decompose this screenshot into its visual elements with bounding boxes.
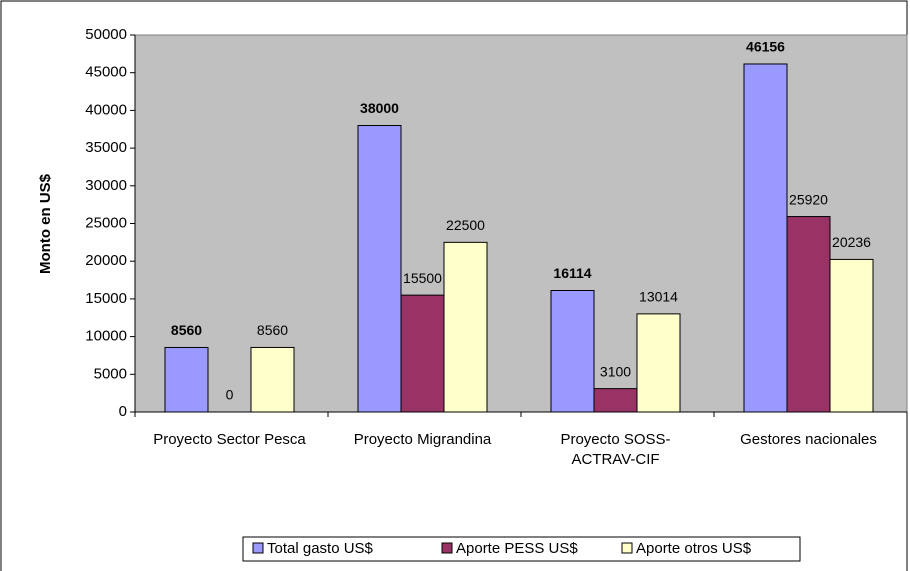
legend-swatch bbox=[441, 542, 453, 554]
bar bbox=[743, 63, 788, 413]
y-tick-label: 30000 bbox=[85, 177, 127, 194]
data-label: 8560 bbox=[257, 322, 288, 338]
bar bbox=[550, 290, 595, 413]
bar bbox=[786, 216, 831, 413]
data-label: 8560 bbox=[171, 322, 202, 338]
bar bbox=[593, 388, 638, 413]
data-label: 3100 bbox=[600, 363, 631, 379]
bar bbox=[443, 241, 488, 413]
legend-label: Aporte PESS US$ bbox=[456, 540, 578, 557]
bar bbox=[357, 124, 402, 413]
data-label: 13014 bbox=[639, 289, 678, 305]
y-tick-label: 40000 bbox=[85, 101, 127, 118]
data-label: 25920 bbox=[789, 191, 828, 207]
y-tick-label: 35000 bbox=[85, 139, 127, 156]
legend-box bbox=[242, 536, 801, 562]
y-axis-title: Monto en US$ bbox=[37, 173, 54, 274]
data-label: 0 bbox=[226, 387, 234, 403]
y-tick-label: 5000 bbox=[94, 365, 127, 382]
x-tick-label: Proyecto Migrandina bbox=[353, 431, 492, 448]
legend-swatch bbox=[252, 542, 264, 554]
y-tick-label: 0 bbox=[119, 403, 127, 420]
bar bbox=[400, 294, 445, 413]
data-label: 22500 bbox=[446, 217, 485, 233]
legend-label: Aporte otros US$ bbox=[636, 540, 752, 557]
y-tick-label: 45000 bbox=[85, 64, 127, 81]
bar bbox=[829, 258, 874, 413]
data-label: 15500 bbox=[403, 270, 442, 286]
legend-swatch bbox=[621, 542, 633, 554]
bar bbox=[636, 313, 681, 413]
data-label: 46156 bbox=[746, 39, 785, 55]
y-tick-label: 50000 bbox=[85, 26, 127, 43]
data-label: 38000 bbox=[360, 100, 399, 116]
bar bbox=[250, 346, 295, 413]
x-tick-label: Gestores nacionales bbox=[740, 431, 877, 448]
data-label: 16114 bbox=[553, 265, 591, 281]
legend-label: Total gasto US$ bbox=[267, 540, 374, 557]
bar bbox=[164, 346, 209, 413]
y-tick-label: 25000 bbox=[85, 214, 127, 231]
y-tick-label: 20000 bbox=[85, 252, 127, 269]
x-tick-label: Proyecto SOSS-ACTRAV-CIF bbox=[560, 431, 671, 468]
x-tick-label: Proyecto Sector Pesca bbox=[153, 431, 306, 448]
data-label: 20236 bbox=[832, 234, 871, 250]
y-tick-label: 10000 bbox=[85, 328, 127, 345]
y-tick-label: 15000 bbox=[85, 290, 127, 307]
